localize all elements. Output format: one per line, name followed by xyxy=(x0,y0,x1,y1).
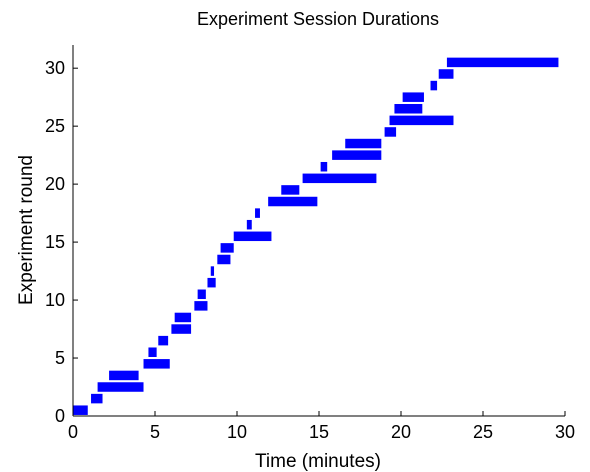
duration-bar-round-25 xyxy=(384,127,397,137)
y-tick-label: 0 xyxy=(55,406,65,426)
duration-bar-round-2 xyxy=(91,393,103,404)
duration-bar-round-16 xyxy=(233,231,272,242)
chart-title: Experiment Session Durations xyxy=(197,9,439,29)
duration-bar-round-6 xyxy=(148,347,157,357)
x-axis-label: Time (minutes) xyxy=(255,451,381,472)
axes-group: 0 5 10 15 20 25 30 0 5 10 15 20 25 30 xyxy=(45,45,575,442)
duration-bar-round-22 xyxy=(320,161,328,172)
duration-bar-round-10 xyxy=(194,301,208,311)
y-axis-label: Experiment round xyxy=(16,155,37,305)
bars-group xyxy=(73,57,559,415)
x-tick-label: 30 xyxy=(555,422,575,442)
duration-bar-round-29 xyxy=(430,80,438,91)
duration-bar-round-15 xyxy=(220,243,234,253)
duration-bar-round-18 xyxy=(255,208,260,218)
duration-bar-round-3 xyxy=(97,382,144,392)
y-tick-label: 20 xyxy=(45,174,65,194)
duration-bar-round-17 xyxy=(246,219,252,230)
duration-bar-round-7 xyxy=(158,335,169,346)
x-tick-label: 5 xyxy=(150,422,160,442)
y-tick-label: 30 xyxy=(45,58,65,78)
duration-bar-round-8 xyxy=(171,324,192,334)
duration-bar-round-14 xyxy=(217,254,231,265)
y-tick-label: 10 xyxy=(45,290,65,310)
duration-bar-round-13 xyxy=(210,266,215,276)
x-tick-label: 25 xyxy=(473,422,493,442)
x-tick-label: 0 xyxy=(68,422,78,442)
x-tick-label: 10 xyxy=(227,422,247,442)
duration-bar-round-20 xyxy=(281,185,300,195)
duration-bar-round-4 xyxy=(109,370,139,381)
duration-bar-round-23 xyxy=(332,150,382,160)
duration-bar-round-30 xyxy=(438,69,454,79)
x-tick-label: 15 xyxy=(309,422,329,442)
duration-bar-round-26 xyxy=(389,115,454,126)
y-tick-label: 5 xyxy=(55,348,65,368)
duration-bar-round-24 xyxy=(345,138,382,149)
y-tick-label: 25 xyxy=(45,116,65,136)
duration-bar-round-19 xyxy=(268,196,318,207)
duration-bar-round-21 xyxy=(302,173,377,184)
y-tick-label: 15 xyxy=(45,232,65,252)
duration-bar-round-11 xyxy=(197,289,206,300)
duration-bar-round-28 xyxy=(402,92,424,102)
duration-bar-round-5 xyxy=(143,359,170,369)
duration-bar-round-1 xyxy=(73,405,88,415)
x-tick-label: 20 xyxy=(391,422,411,442)
duration-bar-round-31 xyxy=(446,57,559,68)
duration-bar-round-27 xyxy=(394,104,423,114)
duration-bar-round-12 xyxy=(207,277,216,288)
duration-bar-round-9 xyxy=(174,312,192,323)
